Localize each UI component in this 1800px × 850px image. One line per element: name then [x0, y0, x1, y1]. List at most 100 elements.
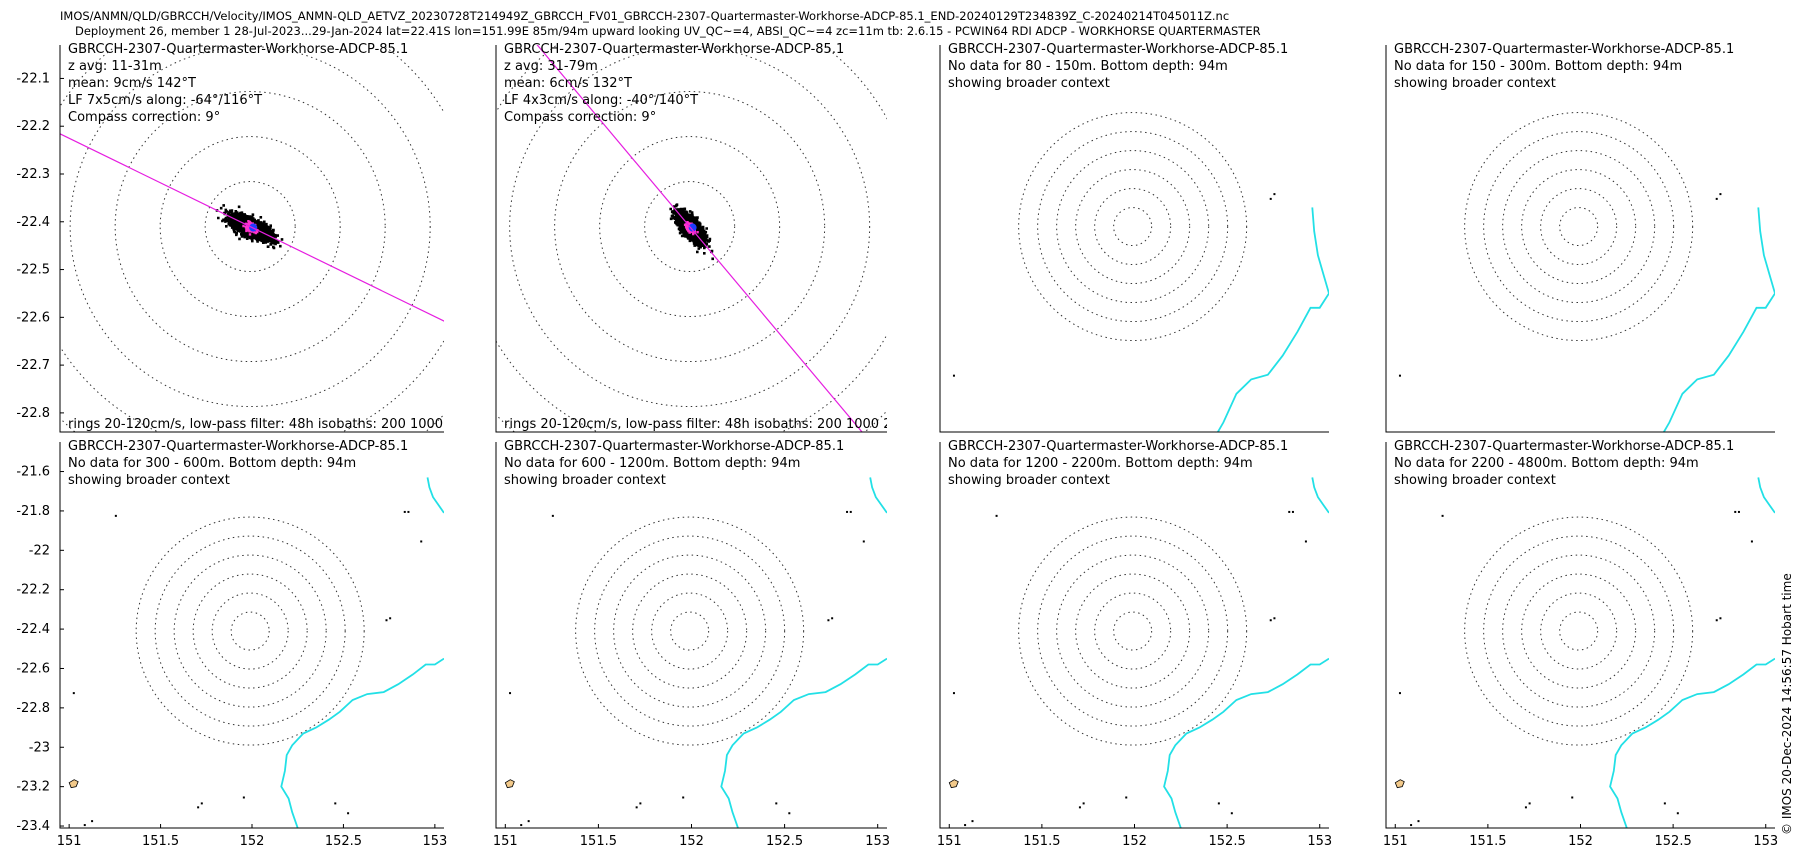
x-tick-label: 151	[57, 834, 82, 849]
y-tick-label: -22.1	[16, 71, 50, 86]
speed-ring	[173, 554, 327, 708]
x-tick-label: 151.5	[142, 834, 179, 849]
speed-ring	[1521, 169, 1637, 285]
island-marker	[1218, 642, 1220, 644]
island-marker	[1571, 628, 1573, 630]
panel-info-line: LF 7x5cm/s along: -64°/116°T	[68, 93, 262, 108]
coastline	[1163, 477, 1329, 828]
y-tick-label: -23.2	[16, 780, 50, 795]
island-marker	[1273, 193, 1276, 196]
x-tick-label: 152	[1122, 834, 1147, 849]
panel-info-line: Compass correction: 9°	[504, 110, 656, 125]
island-marker	[1217, 802, 1220, 805]
y-tick-label: -22.6	[16, 661, 50, 676]
x-tick-label: 152.5	[1209, 834, 1246, 849]
island-marker	[952, 374, 955, 377]
panel-annotations: GBRCCH-2307-Quartermaster-Workhorse-ADCP…	[504, 42, 844, 125]
reef-shape	[1394, 779, 1405, 789]
y-tick-label: -21.6	[16, 465, 50, 480]
speed-ring	[1094, 592, 1172, 670]
speed-ring	[1075, 169, 1191, 285]
speed-ring	[192, 573, 308, 689]
panel-axes	[939, 442, 1329, 829]
island-marker	[1083, 642, 1085, 644]
island-marker	[347, 812, 350, 815]
panel-info-line: showing broader context	[948, 473, 1110, 488]
panel-8: GBRCCH-2307-Quartermaster-Workhorse-ADCP…	[1383, 439, 1778, 849]
island-marker	[1751, 7, 1753, 9]
deployment-subtitle: Deployment 26, member 1 28-Jul-2023...29…	[75, 24, 1261, 38]
speed-ring	[575, 516, 805, 746]
panel-info-line: showing broader context	[948, 76, 1110, 91]
island-marker	[1664, 642, 1666, 644]
coastline	[1216, 207, 1329, 432]
panel-info-line: No data for 150 - 300m. Bottom depth: 94…	[1394, 59, 1682, 74]
x-tick-label: 152.5	[766, 834, 803, 849]
x-tick-label: 153	[1753, 834, 1778, 849]
y-tick-label: -22.4	[16, 215, 50, 230]
island-marker	[1524, 806, 1527, 809]
reef-shape	[68, 779, 79, 789]
speed-ring	[1540, 188, 1618, 266]
island-marker	[242, 796, 245, 799]
speed-ring	[135, 516, 365, 746]
island-marker	[1410, 824, 1413, 827]
speed-ring	[554, 91, 826, 363]
y-tick-label: -21.8	[16, 504, 50, 519]
panel-axes	[1385, 442, 1775, 829]
x-tick-label: 151.5	[580, 834, 617, 849]
panel-2: GBRCCH-2307-Quartermaster-Workhorse-ADCP…	[495, 42, 887, 433]
island-marker	[1125, 796, 1128, 799]
island-marker	[1288, 510, 1291, 513]
island-marker	[91, 820, 94, 823]
panel-info-line: mean: 9cm/s 142°T	[68, 76, 196, 91]
island-marker	[114, 514, 117, 517]
island-marker	[846, 510, 849, 513]
island-marker	[1231, 666, 1233, 668]
panel-annotations: GBRCCH-2307-Quartermaster-Workhorse-ADCP…	[504, 439, 844, 488]
island-marker	[334, 802, 337, 805]
panel-annotations: GBRCCH-2307-Quartermaster-Workhorse-ADCP…	[948, 439, 1288, 488]
island-marker	[83, 824, 86, 827]
panel-plot-area	[496, 45, 887, 432]
island-marker	[964, 695, 966, 697]
panel-info-line: z avg: 31-79m	[504, 59, 598, 74]
panel-info-line: No data for 80 - 150m. Bottom depth: 94m	[948, 59, 1228, 74]
panel-annotations: GBRCCH-2307-Quartermaster-Workhorse-ADCP…	[68, 42, 408, 125]
panel-title: GBRCCH-2307-Quartermaster-Workhorse-ADCP…	[948, 439, 1288, 454]
island-marker	[1676, 812, 1679, 815]
island-marker	[1304, 540, 1307, 543]
speed-ring	[1464, 112, 1694, 342]
island-marker	[1410, 695, 1412, 697]
island-marker	[1291, 510, 1294, 513]
island-marker	[1417, 685, 1419, 687]
speed-ring	[1094, 188, 1172, 266]
speed-ring	[1113, 611, 1153, 651]
island-marker	[849, 510, 852, 513]
panel-annotations: GBRCCH-2307-Quartermaster-Workhorse-ADCP…	[68, 439, 408, 488]
island-marker	[639, 802, 642, 805]
panel-title: GBRCCH-2307-Quartermaster-Workhorse-ADCP…	[504, 439, 844, 454]
panel-info-line: z avg: 11-31m	[68, 59, 162, 74]
panel-plot-area	[952, 112, 1329, 697]
speed-ring	[1502, 554, 1656, 708]
island-marker	[403, 510, 406, 513]
speed-ring	[1464, 516, 1694, 746]
island-marker	[1125, 628, 1127, 630]
island-marker	[971, 685, 973, 687]
y-tick-label: -23	[29, 740, 50, 755]
speed-ring	[1056, 554, 1210, 708]
x-tick-label: 151.5	[1469, 834, 1506, 849]
panel-info-line: showing broader context	[504, 473, 666, 488]
y-tick-label: -22	[29, 543, 50, 558]
x-tick-label: 153	[865, 834, 890, 849]
island-marker	[407, 510, 410, 513]
panel-info-line: No data for 2200 - 4800m. Bottom depth: …	[1394, 456, 1699, 471]
island-marker	[1078, 806, 1081, 809]
x-tick-label: 151.5	[1023, 834, 1060, 849]
coastline	[1609, 477, 1775, 828]
panel-axes	[495, 442, 887, 829]
speed-ring	[1056, 150, 1210, 304]
island-marker	[551, 514, 554, 517]
